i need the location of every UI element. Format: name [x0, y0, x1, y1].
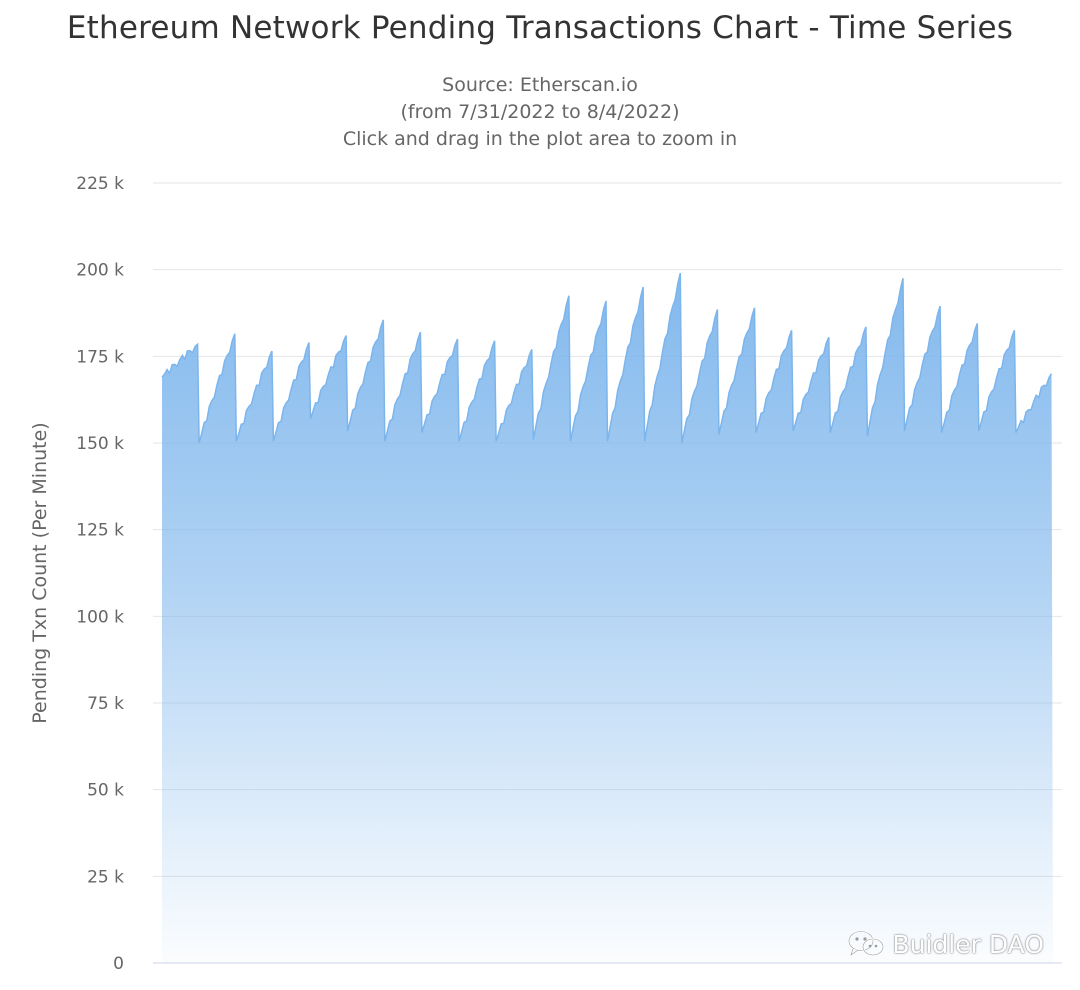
series-area[interactable] [162, 273, 1053, 964]
y-tick-label: 75 k [87, 694, 124, 714]
y-tick-label: 25 k [87, 867, 124, 887]
watermark-text: Buidler DAO [892, 929, 1044, 959]
series-line[interactable] [161, 272, 1053, 444]
series-area-group[interactable] [161, 272, 1053, 964]
chart-subtitle-source: Source: Etherscan.io [442, 74, 638, 96]
wechat-icon [848, 930, 885, 957]
y-axis-tick-labels: 0 25 k 50 k 75 k 100 k 125 k 150 k 175 k 200 k 22… [76, 174, 124, 974]
y-tick-label: 150 k [76, 434, 124, 454]
y-tick-label: 50 k [87, 781, 124, 801]
y-tick-label: 175 k [76, 347, 124, 367]
chart-title: Ethereum Network Pending Transactions Ch… [66, 10, 1014, 46]
y-tick-label: 125 k [76, 521, 124, 541]
watermark: Buidler DAO [846, 928, 1044, 960]
y-tick-label: 100 k [76, 607, 124, 627]
y-tick-label: 200 k [76, 261, 124, 281]
y-tick-label: 225 k [76, 174, 124, 194]
chart-subtitle-date-range: (from 7/31/2022 to 8/4/2022) [400, 101, 680, 123]
chart-subtitle-zoom-hint: Click and drag in the plot area to zoom … [342, 128, 738, 150]
y-tick-label: 0 [113, 954, 124, 974]
